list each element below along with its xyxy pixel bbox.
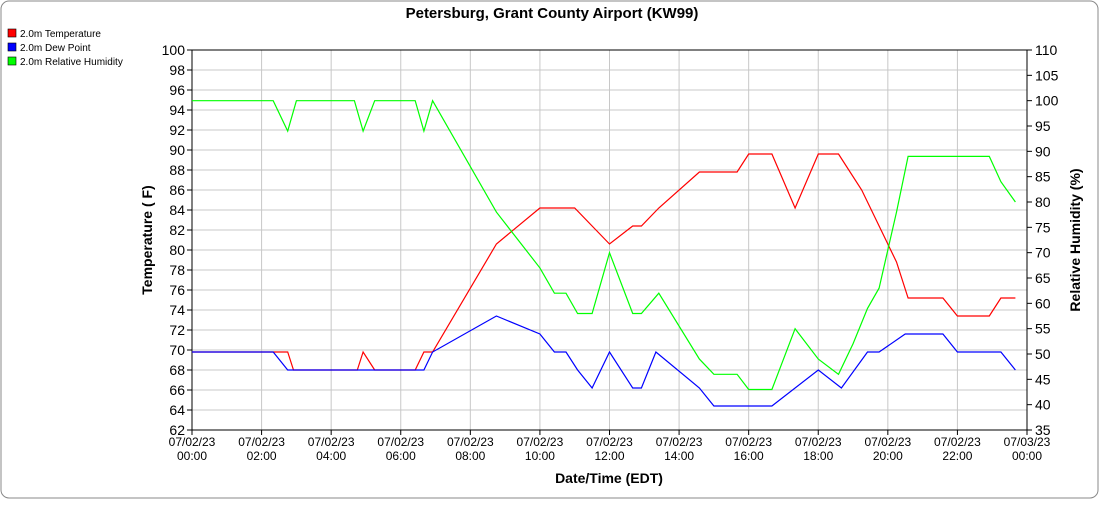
x-tick-date: 07/02/23 [586,435,633,449]
x-tick-label: 07/02/23 16:00 [725,435,772,463]
y-tick-label: 80 [169,242,185,258]
y2-tick-label: 95 [1035,118,1051,134]
x-tick-time: 20:00 [873,449,903,463]
y2-tick-label: 105 [1035,67,1059,83]
y2-tick-label: 45 [1035,371,1051,387]
y2-tick-label: 65 [1035,270,1051,286]
y2-tick-label: 50 [1035,346,1051,362]
x-tick-label: 07/02/23 02:00 [238,435,285,463]
x-tick-label: 07/02/23 20:00 [864,435,911,463]
y-tick-label: 78 [169,262,185,278]
data-line [192,315,1016,407]
x-tick-date: 07/02/23 [447,435,494,449]
y-tick-label: 70 [169,342,185,358]
x-tick-label: 07/02/23 14:00 [656,435,703,463]
y2-tick-label: 35 [1035,422,1051,438]
x-tick-time: 06:00 [386,449,416,463]
x-tick-date: 07/02/23 [517,435,564,449]
y2-tick-label: 55 [1035,321,1051,337]
y-tick-label: 76 [169,282,185,298]
y2-tick-label: 90 [1035,143,1051,159]
x-tick-date: 07/02/23 [934,435,981,449]
y-tick-label: 74 [169,302,185,318]
x-tick-date: 07/02/23 [795,435,842,449]
x-tick-date: 07/02/23 [377,435,424,449]
x-tick-label: 07/02/23 10:00 [517,435,564,463]
x-tick-date: 07/02/23 [725,435,772,449]
x-tick-date: 07/02/23 [169,435,216,449]
x-tick-label: 07/02/23 00:00 [169,435,216,463]
x-tick-label: 07/02/23 18:00 [795,435,842,463]
y2-tick-label: 70 [1035,245,1051,261]
y-tick-label: 88 [169,162,185,178]
x-tick-time: 04:00 [316,449,346,463]
legend-label: 2.0m Temperature [20,29,101,40]
legend-swatch [7,56,17,66]
legend-swatch [7,42,17,52]
y2-tick-label: 75 [1035,219,1051,235]
x-tick-date: 07/03/23 [1004,435,1051,449]
y-tick-label: 66 [169,382,185,398]
x-tick-label: 07/03/23 00:00 [1004,435,1051,463]
y-tick-label: 92 [169,122,185,138]
y-tick-label: 96 [169,82,185,98]
y-tick-label: 94 [169,102,185,118]
x-tick-label: 07/02/23 12:00 [586,435,633,463]
x-tick-date: 07/02/23 [308,435,355,449]
x-tick-time: 00:00 [177,449,207,463]
y2-tick-label: 85 [1035,169,1051,185]
x-tick-time: 22:00 [942,449,972,463]
y-tick-label: 62 [169,422,185,438]
x-tick-time: 08:00 [455,449,485,463]
x-tick-date: 07/02/23 [238,435,285,449]
legend-label: 2.0m Relative Humidity [20,57,123,68]
y2-tick-label: 60 [1035,295,1051,311]
y-tick-label: 84 [169,202,185,218]
x-tick-time: 18:00 [803,449,833,463]
x-tick-time: 02:00 [247,449,277,463]
y2-tick-label: 110 [1035,42,1058,58]
y2-tick-label: 40 [1035,397,1051,413]
plot-frame [191,49,1028,431]
x-axis-label: Date/Time (EDT) [555,470,663,486]
y-tick-label: 72 [169,322,185,338]
y-tick-label: 98 [169,62,185,78]
y-tick-label: 86 [169,182,185,198]
x-tick-time: 10:00 [525,449,555,463]
y-tick-label: 100 [162,42,186,58]
y2-tick-label: 80 [1035,194,1051,210]
data-line [192,99,1016,391]
x-tick-label: 07/02/23 04:00 [308,435,355,463]
x-tick-time: 16:00 [734,449,764,463]
y2-tick-label: 100 [1035,93,1059,109]
x-tick-label: 07/02/23 22:00 [934,435,981,463]
x-tick-time: 00:00 [1012,449,1042,463]
x-tick-time: 12:00 [594,449,624,463]
y2-axis-label: Relative Humidity (%) [1067,168,1083,311]
legend-label: 2.0m Dew Point [20,43,91,54]
chart-title: Petersburg, Grant County Airport (KW99) [406,5,699,22]
y-axis-label: Temperature ( F) [139,185,155,294]
x-tick-label: 07/02/23 06:00 [377,435,424,463]
y-tick-label: 68 [169,362,185,378]
y-tick-label: 90 [169,142,185,158]
x-tick-label: 07/02/23 08:00 [447,435,494,463]
x-tick-date: 07/02/23 [864,435,911,449]
legend-swatch [7,28,17,38]
x-tick-date: 07/02/23 [656,435,703,449]
x-tick-time: 14:00 [664,449,694,463]
y-tick-label: 82 [169,222,185,238]
y-tick-label: 64 [169,402,185,418]
